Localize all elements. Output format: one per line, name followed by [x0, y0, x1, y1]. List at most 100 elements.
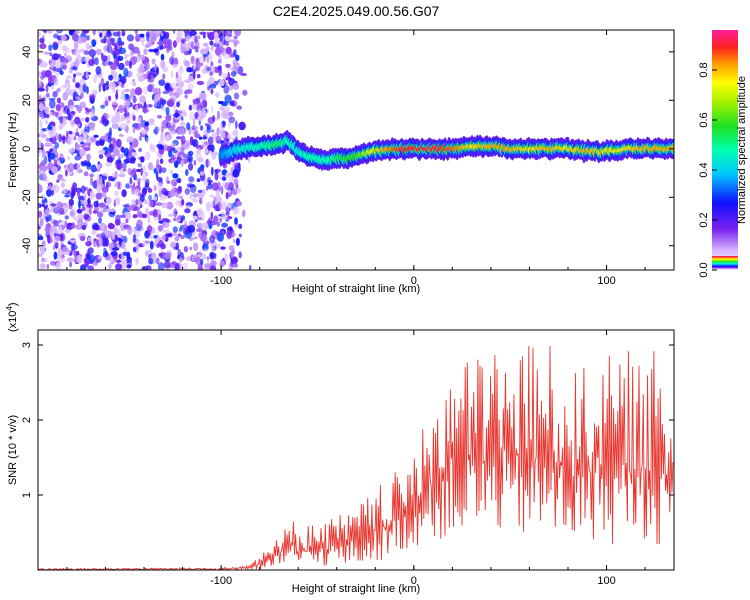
noise-speck — [141, 38, 145, 47]
noise-speck — [190, 40, 195, 49]
noise-speck — [51, 185, 56, 191]
noise-speck — [95, 66, 102, 75]
noise-speck — [153, 168, 158, 174]
noise-speck — [170, 179, 178, 187]
noise-speck — [41, 134, 48, 138]
noise-speck — [149, 121, 156, 126]
noise-speck — [49, 260, 57, 266]
noise-speck — [173, 95, 177, 103]
noise-speck — [53, 43, 59, 50]
noise-speck — [81, 206, 86, 212]
noise-speck — [209, 252, 217, 258]
noise-speck — [39, 217, 44, 227]
noise-speck — [66, 223, 70, 230]
spectrogram-panel: -100 0 100 -40 -20 0 20 40 Height of straight l… — [7, 29, 675, 295]
noise-speck — [188, 104, 193, 111]
noise-speck — [215, 92, 220, 98]
noise-speck — [178, 127, 185, 136]
noise-speck — [153, 185, 157, 191]
noise-speck — [206, 206, 211, 213]
noise-speck — [234, 178, 238, 186]
noise-speck — [53, 206, 60, 214]
noise-speck — [156, 66, 159, 75]
noise-speck — [217, 232, 224, 242]
noise-speck — [59, 207, 65, 215]
noise-speck — [105, 80, 109, 85]
noise-speck — [41, 44, 47, 49]
noise-speck — [134, 87, 143, 96]
noise-speck — [38, 184, 43, 193]
noise-speck — [46, 92, 50, 98]
noise-speck — [231, 250, 234, 259]
noise-speck — [193, 160, 197, 166]
noise-speck — [188, 162, 194, 171]
noise-speck — [77, 195, 85, 201]
noise-speck — [55, 262, 62, 270]
noise-speck — [227, 111, 234, 117]
noise-speck — [83, 171, 89, 177]
noise-speck — [198, 55, 205, 64]
noise-speck — [140, 194, 145, 203]
noise-speck — [53, 235, 61, 241]
noise-speck — [38, 235, 44, 241]
noise-speck — [228, 245, 235, 251]
spectrogram-axes: -100 0 100 -40 -20 0 20 40 — [21, 30, 674, 287]
noise-speck — [174, 236, 180, 242]
noise-speck — [214, 169, 219, 174]
noise-speck — [221, 110, 228, 118]
noise-speck — [72, 77, 76, 83]
noise-speck — [85, 71, 89, 79]
noise-speck — [82, 83, 87, 93]
noise-speck — [164, 135, 169, 142]
spectrogram-x-axis-label: Height of straight line (km) — [292, 283, 420, 295]
noise-speck — [74, 141, 79, 151]
noise-speck — [192, 118, 196, 127]
noise-speck — [38, 94, 42, 101]
noise-speck — [238, 121, 246, 131]
noise-speck — [47, 234, 51, 244]
noise-speck — [126, 136, 134, 143]
noise-speck — [116, 164, 122, 171]
noise-speck — [206, 125, 212, 134]
noise-speck — [188, 157, 192, 162]
noise-speck — [100, 135, 107, 140]
noise-speck — [85, 206, 89, 215]
noise-speck — [119, 214, 126, 218]
noise-speck — [45, 177, 49, 185]
noise-speck — [219, 39, 225, 48]
noise-speck — [108, 95, 111, 101]
noise-speck — [131, 199, 135, 204]
noise-speck — [207, 183, 213, 190]
noise-speck — [175, 136, 182, 140]
noise-speck — [235, 200, 242, 207]
noise-speck — [180, 135, 186, 145]
noise-speck — [98, 154, 104, 159]
noise-speck — [209, 265, 217, 270]
noise-speck — [216, 221, 221, 227]
noise-speck — [158, 262, 165, 270]
noise-speck — [115, 138, 122, 148]
noise-speck — [228, 78, 236, 86]
noise-speck — [61, 61, 66, 66]
noise-speck — [83, 192, 87, 200]
noise-speck — [150, 33, 157, 42]
noise-speck — [186, 67, 193, 73]
noise-speck — [112, 247, 120, 251]
noise-speck — [176, 76, 181, 84]
noise-speck — [62, 44, 67, 53]
noise-speck — [111, 50, 117, 56]
noise-speck — [187, 50, 192, 56]
noise-speck — [98, 238, 103, 247]
noise-speck — [184, 60, 190, 67]
spectrogram-y-axis-label: Frequency (Hz) — [7, 112, 19, 188]
noise-speck — [196, 62, 201, 69]
noise-speck — [177, 233, 182, 237]
noise-speck — [130, 80, 136, 84]
noise-speck — [214, 172, 219, 181]
noise-speck — [77, 105, 82, 114]
noise-speck — [89, 45, 93, 50]
noise-speck — [77, 144, 81, 150]
noise-speck — [214, 151, 218, 156]
noise-speck — [101, 52, 104, 59]
noise-speck — [50, 84, 55, 90]
